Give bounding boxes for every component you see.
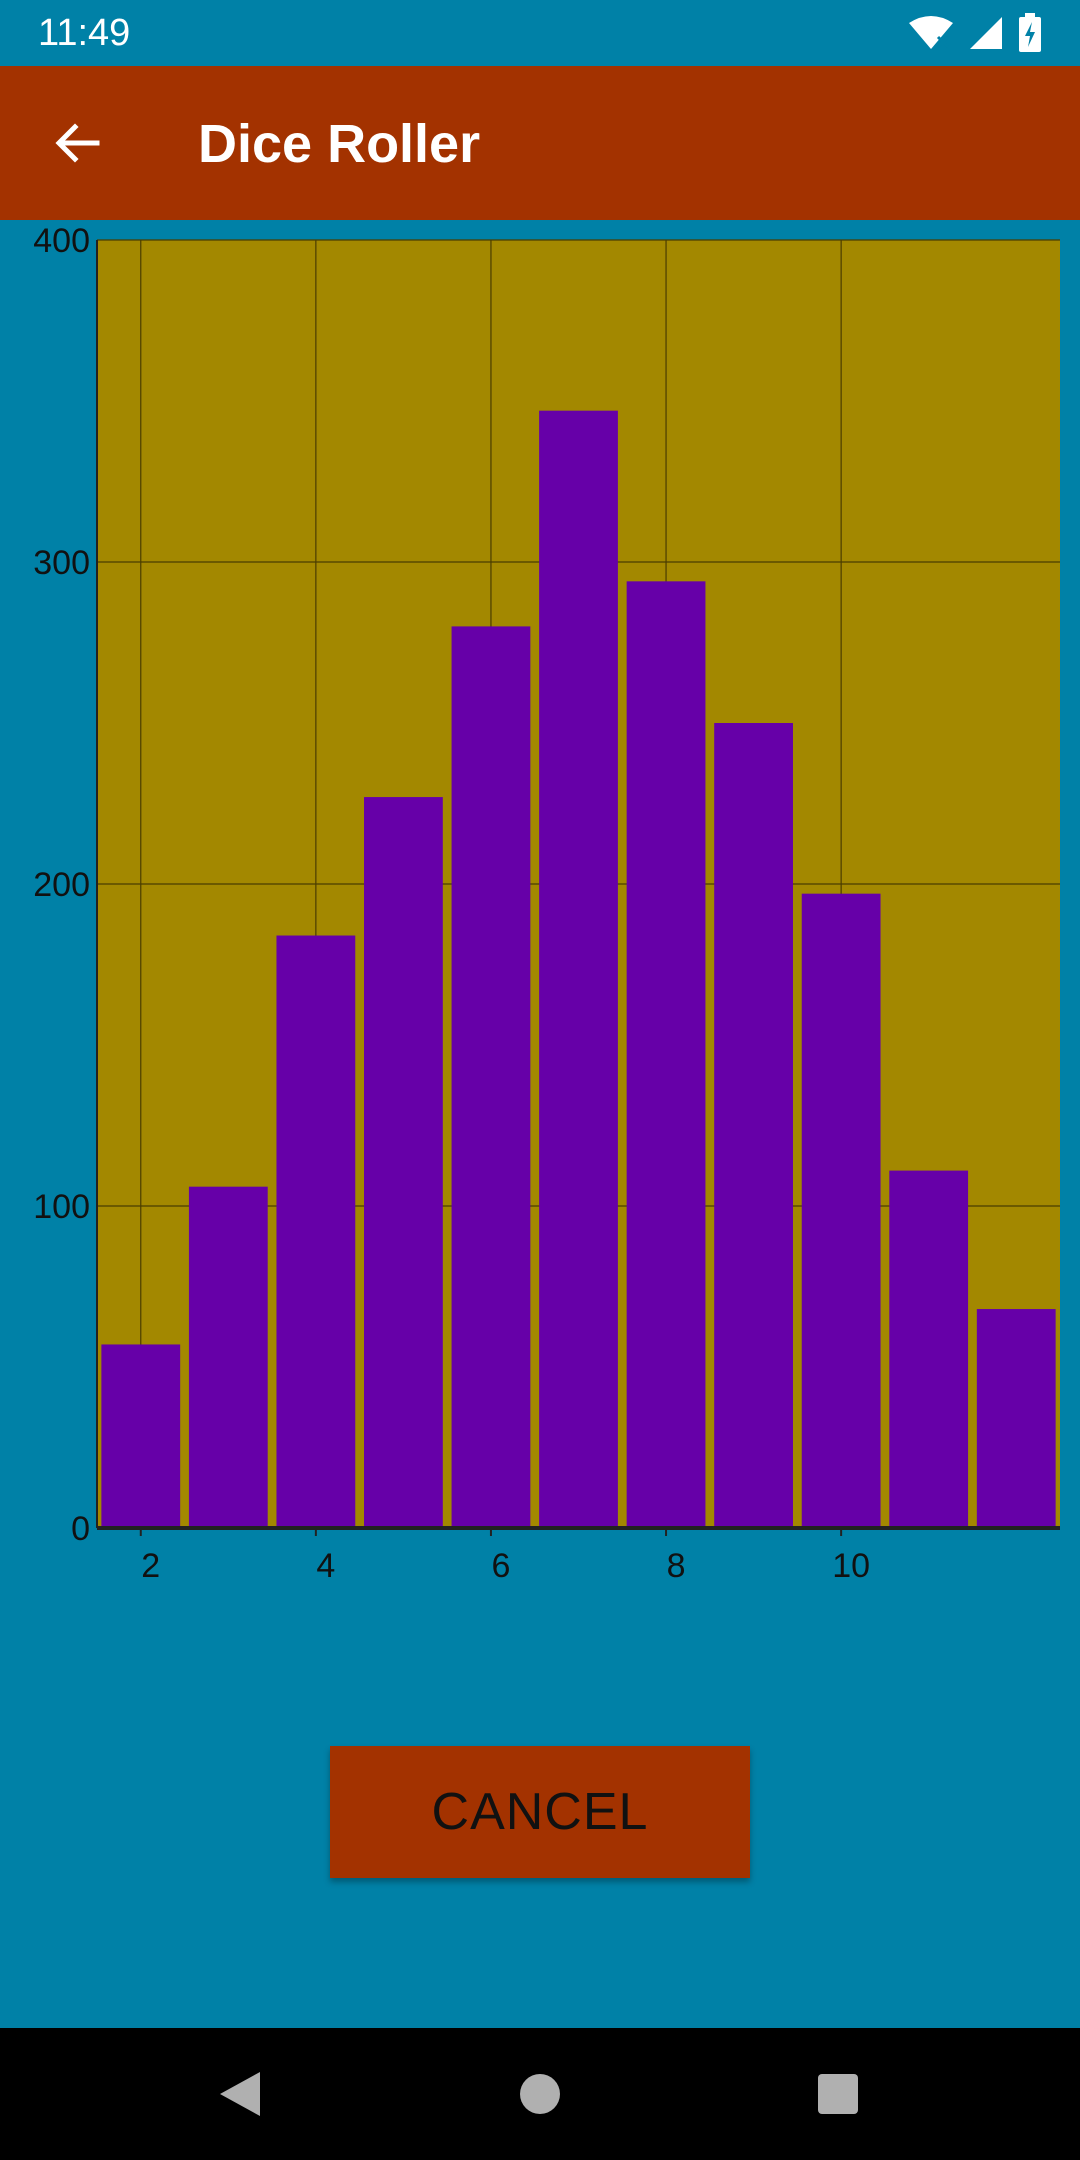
dice-roll-histogram: 0 100 200 300 400 2 4 6 8 10 [0, 220, 1080, 1640]
status-icons [908, 13, 1042, 52]
navigation-bar [0, 2028, 1080, 2160]
bar-9 [714, 723, 793, 1528]
bar-11 [889, 1170, 969, 1528]
square-recents-icon [818, 2074, 858, 2114]
bar-7 [539, 410, 618, 1528]
y-tick-label: 200 [33, 866, 90, 904]
status-time: 11:49 [38, 12, 131, 54]
cell-signal-icon [970, 17, 1002, 49]
y-tick-label: 100 [33, 1188, 90, 1226]
back-button[interactable] [40, 106, 114, 180]
arrow-left-icon [55, 123, 100, 163]
histogram-svg: 0 100 200 300 400 2 4 6 8 10 [33, 222, 1060, 1585]
cancel-button[interactable]: CANCEL [330, 1746, 750, 1878]
bar-5 [364, 797, 443, 1528]
nav-home-button[interactable] [510, 2064, 570, 2124]
bar-10 [801, 893, 881, 1528]
bar-6 [451, 626, 531, 1528]
y-tick-label: 0 [71, 1510, 90, 1548]
triangle-back-icon [220, 2072, 260, 2116]
x-tick-label: 2 [141, 1547, 160, 1585]
y-tick-label: 400 [33, 222, 90, 260]
bar-4 [276, 935, 356, 1528]
battery-charging-icon [1019, 13, 1041, 52]
x-tick-label: 8 [667, 1547, 686, 1585]
status-bar: 11:49 [0, 0, 1080, 66]
wifi-icon [909, 16, 953, 49]
x-tick-label: 4 [316, 1547, 335, 1585]
bar-12 [976, 1309, 1056, 1528]
bar-8 [626, 581, 706, 1528]
bar-2 [101, 1344, 181, 1528]
x-tick-label: 6 [491, 1547, 510, 1585]
app-bar: Dice Roller [0, 66, 1080, 220]
page-title: Dice Roller [198, 114, 481, 174]
x-tick-label: 10 [832, 1547, 870, 1585]
nav-back-button[interactable] [210, 2064, 270, 2124]
bar-3 [188, 1186, 268, 1528]
y-tick-label: 300 [33, 544, 90, 582]
nav-recents-button[interactable] [808, 2064, 868, 2124]
circle-home-icon [520, 2074, 560, 2114]
